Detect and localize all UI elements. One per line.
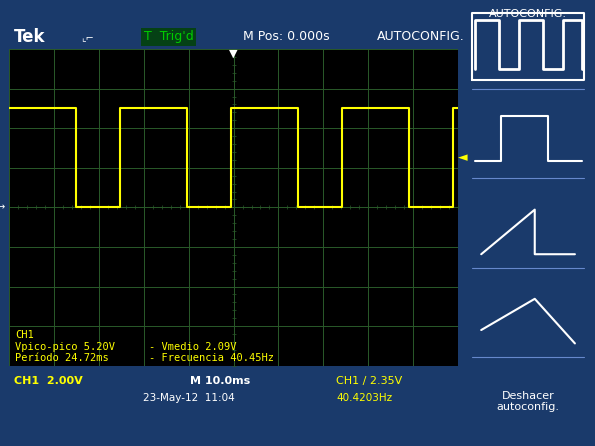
Text: 23-May-12  11:04: 23-May-12 11:04 xyxy=(143,393,234,403)
Text: M 10.0ms: M 10.0ms xyxy=(190,376,250,386)
Text: 40.4203Hz: 40.4203Hz xyxy=(336,393,392,403)
Text: CH1 ∕ 2.35V: CH1 ∕ 2.35V xyxy=(336,376,402,386)
Text: M Pos: 0.000s: M Pos: 0.000s xyxy=(243,30,329,43)
Text: Tek: Tek xyxy=(14,28,45,46)
Text: ◄: ◄ xyxy=(458,151,468,165)
Text: AUTOCONFIG.: AUTOCONFIG. xyxy=(377,30,465,43)
Text: CH1  2.00V: CH1 2.00V xyxy=(14,376,83,386)
Text: ▼: ▼ xyxy=(229,49,238,59)
Text: AUTOCONFIG.: AUTOCONFIG. xyxy=(489,9,567,19)
Text: ⌞⌐: ⌞⌐ xyxy=(81,32,93,42)
Text: 1→: 1→ xyxy=(0,202,7,212)
Text: - Vmedio 2.09V
- Frecuencia 40.45Hz: - Vmedio 2.09V - Frecuencia 40.45Hz xyxy=(149,330,274,363)
Text: T  Trig'd: T Trig'd xyxy=(144,30,193,43)
Text: Deshacer
autoconfig.: Deshacer autoconfig. xyxy=(497,391,559,412)
Text: CH1
Vpico-pico 5.20V
Período 24.72ms: CH1 Vpico-pico 5.20V Período 24.72ms xyxy=(15,330,115,363)
